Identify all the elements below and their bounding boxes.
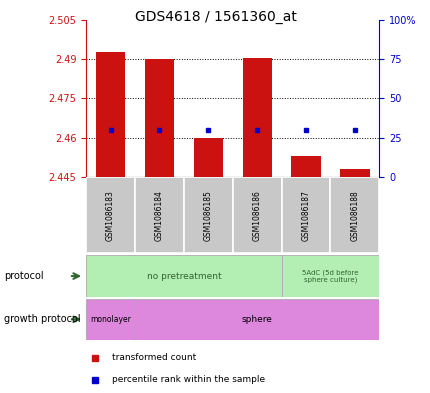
Bar <box>144 59 174 177</box>
Text: transformed count: transformed count <box>112 353 196 362</box>
Bar <box>135 177 184 253</box>
Bar <box>330 177 378 253</box>
Bar <box>193 138 222 177</box>
Bar <box>184 177 232 253</box>
Bar <box>86 177 135 253</box>
Text: no pretreatment: no pretreatment <box>146 272 221 281</box>
Bar <box>291 156 320 177</box>
Bar <box>96 52 125 177</box>
Text: monolayer: monolayer <box>90 315 131 324</box>
Text: GSM1086188: GSM1086188 <box>350 190 359 241</box>
Text: GSM1086184: GSM1086184 <box>155 190 163 241</box>
Text: 5AdC (5d before
sphere culture): 5AdC (5d before sphere culture) <box>301 269 358 283</box>
Bar <box>339 169 369 177</box>
Bar <box>281 255 378 297</box>
Bar <box>135 299 378 340</box>
Text: GSM1086186: GSM1086186 <box>252 190 261 241</box>
Bar <box>242 58 271 177</box>
Bar <box>86 299 135 340</box>
Text: protocol: protocol <box>4 271 44 281</box>
Text: growth protocol: growth protocol <box>4 314 81 324</box>
Bar <box>232 177 281 253</box>
Text: GSM1086185: GSM1086185 <box>203 190 212 241</box>
Bar <box>281 177 330 253</box>
Text: percentile rank within the sample: percentile rank within the sample <box>112 375 264 384</box>
Text: GSM1086187: GSM1086187 <box>301 190 310 241</box>
Text: GSM1086183: GSM1086183 <box>106 190 115 241</box>
Bar <box>86 255 281 297</box>
Text: GDS4618 / 1561360_at: GDS4618 / 1561360_at <box>134 10 296 24</box>
Text: sphere: sphere <box>241 315 272 324</box>
